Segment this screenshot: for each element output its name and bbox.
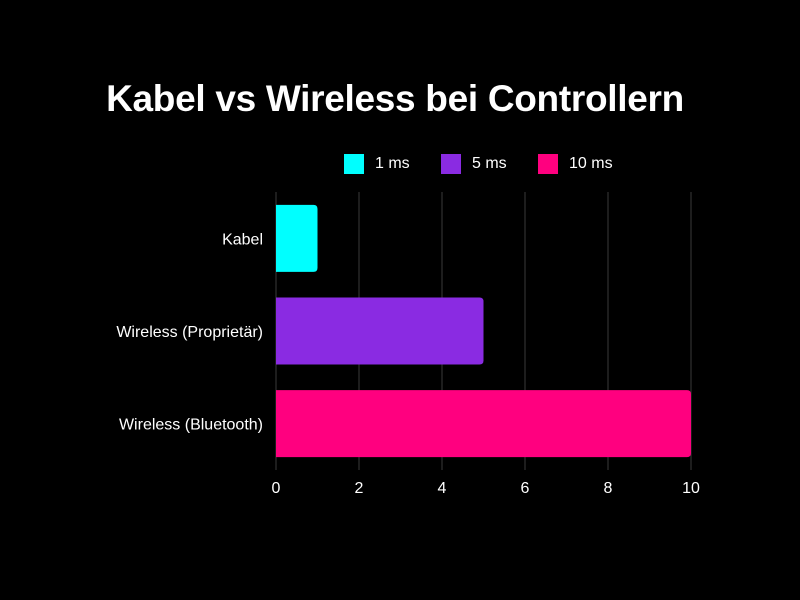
bar-kabel	[276, 204, 318, 272]
legend-swatch-5ms	[441, 154, 461, 174]
bar-wireless-propriet-r	[276, 297, 484, 365]
x-tick-label-2: 2	[355, 480, 364, 497]
legend-item-10ms: 10 ms	[538, 153, 613, 175]
bar-wireless-bluetooth	[276, 390, 691, 458]
legend-item-1ms: 1 ms	[344, 153, 410, 175]
legend-item-5ms: 5 ms	[441, 153, 507, 175]
legend-label-1ms: 1 ms	[375, 155, 410, 172]
x-tick-label-4: 4	[438, 480, 447, 497]
x-tick-label-6: 6	[521, 480, 530, 497]
x-tick-label-8: 8	[604, 480, 613, 497]
x-tick-label-0: 0	[272, 480, 281, 497]
x-tick-label-10: 10	[682, 480, 700, 497]
chart-legend: 1 ms 5 ms 10 ms	[0, 153, 800, 175]
legend-swatch-1ms	[344, 154, 364, 174]
legend-swatch-10ms	[538, 154, 558, 174]
legend-label-5ms: 5 ms	[472, 155, 507, 172]
legend-label-10ms: 10 ms	[569, 155, 613, 172]
chart-title: Kabel vs Wireless bei Controllern	[106, 78, 684, 119]
category-label-kabel: Kabel	[222, 231, 263, 248]
category-label-wireless-bluetooth: Wireless (Bluetooth)	[119, 417, 263, 434]
category-label-wireless-propriet-r: Wireless (Proprietär)	[116, 324, 263, 341]
